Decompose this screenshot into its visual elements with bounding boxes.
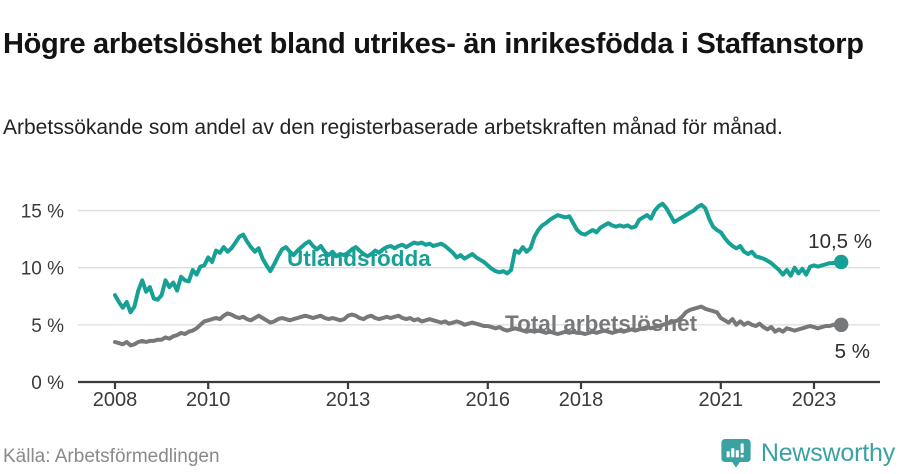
series-end-dot-total <box>833 317 849 333</box>
series-end-value-total: 5 % <box>835 340 870 363</box>
x-axis-label-2018: 2018 <box>559 389 604 411</box>
x-axis-label-2008: 2008 <box>93 389 138 411</box>
brand-wordmark: Newsworthy <box>760 439 895 467</box>
series-line-total <box>113 304 844 348</box>
x-axis-label-2016: 2016 <box>466 389 511 411</box>
brand-logo: Newsworthy <box>720 438 895 469</box>
source-credit: Källa: Arbetsförmedlingen <box>3 446 220 467</box>
x-axis-label-2023: 2023 <box>792 389 837 411</box>
newsworthy-bar-chart-bubble-icon <box>721 439 751 468</box>
series-label-utlandsfodda: Utlandsfödda <box>287 246 431 271</box>
y-axis-label-10: 10 % <box>21 259 64 280</box>
chart-subtitle: Arbetssökande som andel av den registerb… <box>3 116 783 139</box>
x-axis-label-2021: 2021 <box>699 389 744 411</box>
x-axis-label-2010: 2010 <box>186 389 231 411</box>
series-end-value-utlandsfodda: 10,5 % <box>808 230 872 253</box>
y-axis-label-5: 5 % <box>31 316 64 337</box>
y-axis-label-15: 15 % <box>21 202 64 223</box>
x-axis-label-2013: 2013 <box>326 389 371 411</box>
y-axis-label-0: 0 % <box>31 373 64 394</box>
series-label-total: Total arbetslöshet <box>505 311 698 336</box>
series-line-utlandsfodda <box>113 201 844 315</box>
series-end-dot-utlandsfodda <box>833 254 849 270</box>
page-title: Högre arbetslöshet bland utrikes- än inr… <box>3 28 864 61</box>
line-chart: 0 % 5 % 10 % 15 % 2008 2010 2013 2016 2018 2021 20… <box>21 201 880 411</box>
